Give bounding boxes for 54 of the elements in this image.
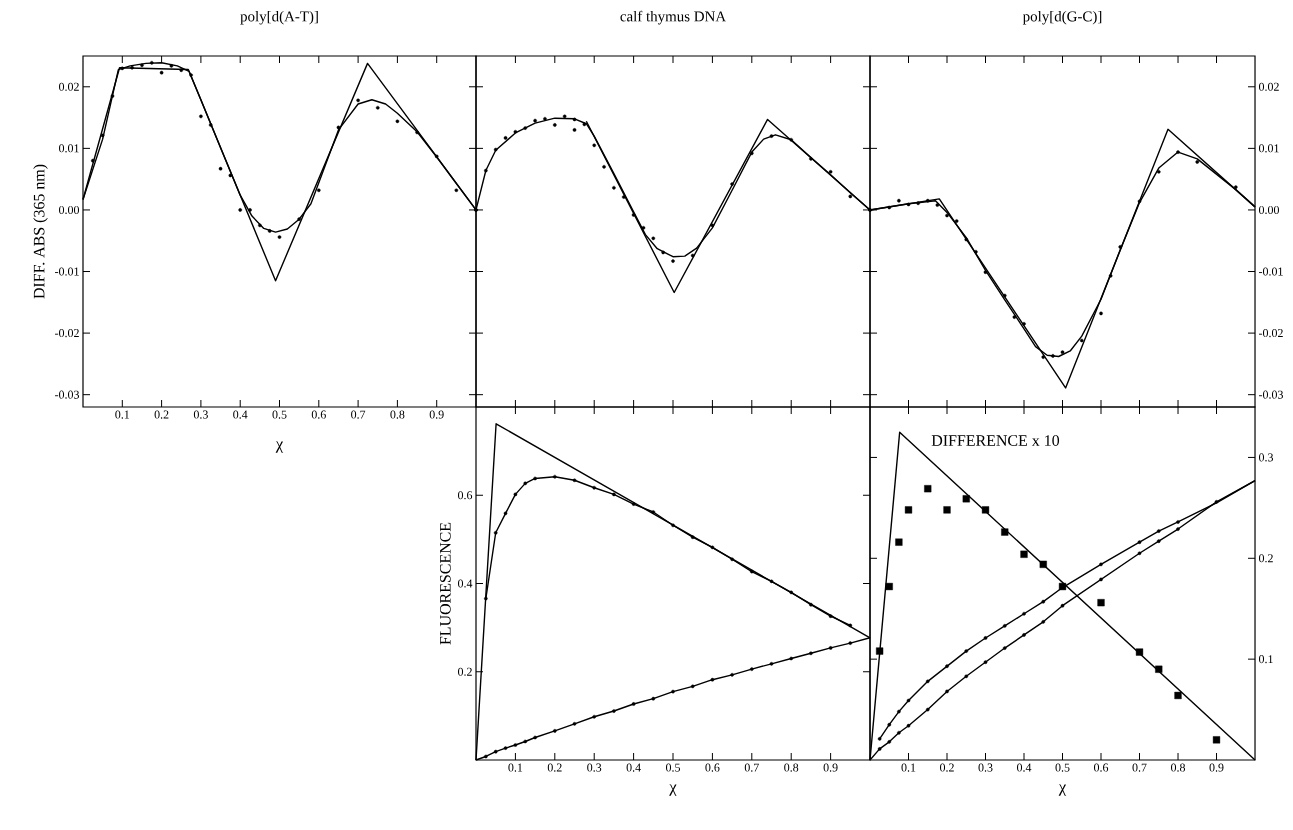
x-tick-label: 0.4 [233,410,248,419]
x-tick-label: 0.2 [939,763,954,772]
y-tick-label: 0.4 [457,579,473,588]
x-axis-title: χ [275,441,284,453]
y-tick-label: -0.03 [55,390,80,399]
x-tick-label: 0.8 [390,410,405,419]
chart-title: poly[d(A-T)] [240,10,318,25]
x-tick-label: 0.9 [823,763,838,772]
y-tick-label: -0.01 [1258,267,1283,276]
y-tick-label: 0.2 [457,667,472,676]
x-tick-label: 0.8 [1171,763,1186,772]
x-tick-label: 0.2 [154,410,169,419]
x-tick-label: 0.6 [705,763,720,772]
x-tick-label: 0.9 [1209,763,1224,772]
y-tick-label: 0.1 [1258,655,1273,664]
x-tick-label: 0.3 [978,763,993,772]
y-tick-label: -0.01 [55,267,79,276]
x-tick-label: 0.1 [508,763,523,772]
x-tick-label: 0.6 [311,410,326,419]
chart-title: calf thymus DNA [620,10,727,25]
y-tick-label: -0.02 [55,329,79,338]
y-tick-label: 0.02 [1258,82,1279,91]
y-tick-label: 0.3 [1258,453,1274,462]
annotation: DIFFERENCE x 10 [931,435,1060,446]
x-tick-label: 0.4 [1016,763,1032,772]
y-tick-label: 0.02 [59,82,79,91]
y-tick-label: 0.01 [59,144,79,153]
x-tick-label: 0.1 [115,410,130,419]
x-tick-label: 0.3 [193,410,208,419]
x-tick-label: 0.2 [547,763,562,772]
x-tick-label: 0.5 [1055,763,1070,772]
x-tick-label: 0.5 [665,763,681,772]
x-tick-label: 0.3 [587,763,602,772]
y-tick-label: 0.00 [1258,205,1279,215]
x-tick-label: 0.9 [429,410,444,419]
x-tick-label: 0.5 [272,410,287,419]
y-tick-label: 0.00 [59,205,80,215]
x-tick-label: 0.1 [901,763,916,772]
x-tick-label: 0.7 [351,410,366,419]
y-axis-title: FLUORESCENCE [440,522,451,645]
x-tick-label: 0.7 [1132,763,1147,772]
y-tick-label: 0.6 [457,491,473,500]
y-tick-label: 0.01 [1258,144,1279,153]
x-tick-label: 0.6 [1093,763,1109,772]
x-tick-label: 0.8 [784,763,799,772]
x-axis-title: χ [669,784,677,796]
x-axis-title: χ [1058,784,1067,796]
y-tick-label: -0.02 [1258,329,1283,338]
x-tick-label: 0.7 [744,763,759,772]
y-tick-label: -0.03 [1258,390,1283,399]
y-tick-label: 0.2 [1258,554,1273,563]
x-tick-label: 0.4 [626,763,641,772]
y-axis-title: DIFF. ABS (365 nm) [33,164,48,299]
chart-title: poly[d(G-C)] [1022,10,1102,25]
